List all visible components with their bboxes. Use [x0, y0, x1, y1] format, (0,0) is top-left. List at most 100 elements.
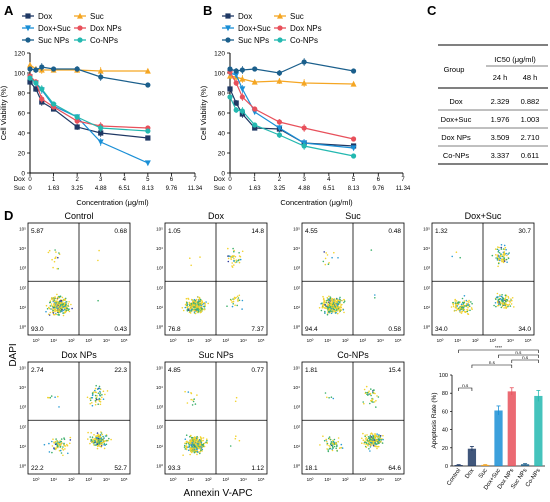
- flow-event-dot: [339, 308, 342, 311]
- flow-event-dot: [365, 442, 368, 444]
- flow-event-dot: [67, 303, 70, 305]
- flow-event-dot: [499, 257, 502, 260]
- flow-event-dot: [331, 299, 334, 301]
- flow-event-dot: [184, 306, 187, 309]
- flow-event-dot: [101, 433, 104, 436]
- flow-event-dot: [59, 302, 62, 304]
- flow-event-dot: [232, 247, 234, 250]
- flow-event-dot: [59, 449, 62, 452]
- y-tick-label: 20: [18, 151, 26, 158]
- flow-event-dot: [94, 394, 97, 397]
- flow-event-dot: [99, 401, 102, 403]
- quadrant-label-ul: 1.05: [168, 228, 181, 235]
- flow-x-tick-label: 10⁵: [395, 477, 402, 482]
- flow-event-dot: [500, 259, 503, 261]
- flow-event-dot: [50, 395, 53, 397]
- flow-event-dot: [497, 262, 500, 265]
- flow-x-tick-label: 10²: [342, 338, 349, 343]
- flow-event-dot: [106, 390, 109, 392]
- flow-event-dot: [361, 442, 363, 445]
- flow-event-dot: [192, 399, 194, 401]
- flow-event-dot: [102, 390, 105, 393]
- flow-plot-dox: Dox 10⁰ 10⁰ 10¹ 10¹ 10² 10² 10³ 10³ 10⁴ 10⁴ 10⁵ 10⁵ 1…: [156, 211, 268, 343]
- flow-event-dot: [91, 402, 93, 404]
- x-tick-label: 5: [146, 177, 150, 183]
- flow-event-dot: [49, 301, 51, 304]
- flow-event-dot: [57, 310, 59, 313]
- flow-event-dot: [52, 309, 54, 312]
- quadrant-label-ul: 4.55: [305, 228, 318, 235]
- series-doxsuc: [27, 74, 151, 167]
- flow-event-dot: [46, 308, 49, 310]
- flow-event-dot: [96, 437, 98, 439]
- flow-event-dot: [507, 305, 509, 308]
- x-axis-title: Concentration (μg/ml): [280, 198, 353, 207]
- flow-event-dot: [495, 254, 497, 256]
- flow-event-dot: [234, 304, 236, 307]
- flow-event-dot: [495, 257, 497, 259]
- data-point-sucnp: [350, 68, 357, 74]
- flow-event-dot: [361, 437, 363, 440]
- flow-event-dot: [363, 402, 365, 405]
- flow-event-dot: [55, 313, 58, 316]
- quadrant-label-ul: 5.87: [31, 228, 44, 235]
- flow-event-dot: [334, 306, 337, 308]
- flow-event-dot: [96, 434, 98, 437]
- flow-event-dot: [63, 308, 66, 311]
- flow-event-dot: [508, 300, 511, 303]
- data-point-sucnp: [98, 74, 104, 80]
- flow-event-dot: [199, 300, 201, 303]
- flow-event-dot: [381, 442, 384, 444]
- flow-event-dot: [61, 442, 63, 444]
- flow-y-tick-label: 10⁰: [293, 464, 300, 469]
- flow-event-dot: [503, 307, 505, 309]
- flow-event-dot: [200, 447, 203, 449]
- series-sucnp: [27, 63, 151, 88]
- flow-event-dot: [45, 304, 48, 307]
- data-point-dox: [233, 100, 239, 106]
- flow-event-dot: [54, 396, 56, 399]
- flow-event-dot: [191, 447, 193, 450]
- x-tick-label: 0: [228, 186, 232, 192]
- flow-event-dot: [95, 384, 97, 387]
- flow-event-dot: [103, 443, 106, 445]
- flow-event-dot: [201, 440, 203, 442]
- flow-event-dot: [340, 443, 343, 446]
- flow-event-dot: [336, 303, 339, 306]
- flow-y-tick-label: 10¹: [293, 305, 300, 310]
- flow-event-dot: [497, 305, 499, 307]
- flow-event-dot: [203, 442, 206, 445]
- panel-letter-b: B: [203, 3, 212, 18]
- flow-event-dot: [201, 301, 204, 304]
- flow-event-dot: [375, 440, 378, 442]
- x-tick-label: 5: [352, 177, 356, 183]
- flow-event-dot: [206, 438, 208, 441]
- flow-event-dot: [191, 306, 193, 309]
- flow-event-dot: [508, 252, 511, 254]
- flow-event-dot: [233, 298, 235, 300]
- flow-event-dot: [372, 391, 374, 394]
- flow-event-dot: [460, 312, 463, 314]
- flow-event-dot: [379, 435, 382, 437]
- bar-y-tick-label: 0: [445, 464, 448, 470]
- flow-y-tick-label: 10²: [293, 424, 300, 429]
- quadrant-label-ll: 34.0: [435, 326, 448, 333]
- flow-event-dot: [327, 304, 329, 307]
- flow-event-dot: [66, 307, 68, 310]
- flow-event-dot: [102, 435, 104, 438]
- quadrant-label-ul: 2.74: [31, 367, 44, 374]
- flow-event-dot: [330, 310, 333, 312]
- flow-event-dot: [378, 441, 381, 443]
- legend-entry-dox: Dox: [222, 12, 252, 21]
- flow-x-tick-label: 10¹: [50, 477, 57, 482]
- flow-event-dot: [241, 299, 244, 302]
- flow-event-dot: [318, 307, 321, 309]
- y-tick-label: 40: [18, 131, 26, 138]
- flow-event-dot: [496, 292, 499, 295]
- flow-event-dot: [465, 303, 468, 305]
- data-point-sucnp: [276, 70, 283, 76]
- flow-event-dot: [332, 397, 335, 400]
- flow-event-dot: [190, 298, 193, 301]
- flow-event-dot: [56, 304, 58, 306]
- x-tick-label: 1: [52, 177, 56, 183]
